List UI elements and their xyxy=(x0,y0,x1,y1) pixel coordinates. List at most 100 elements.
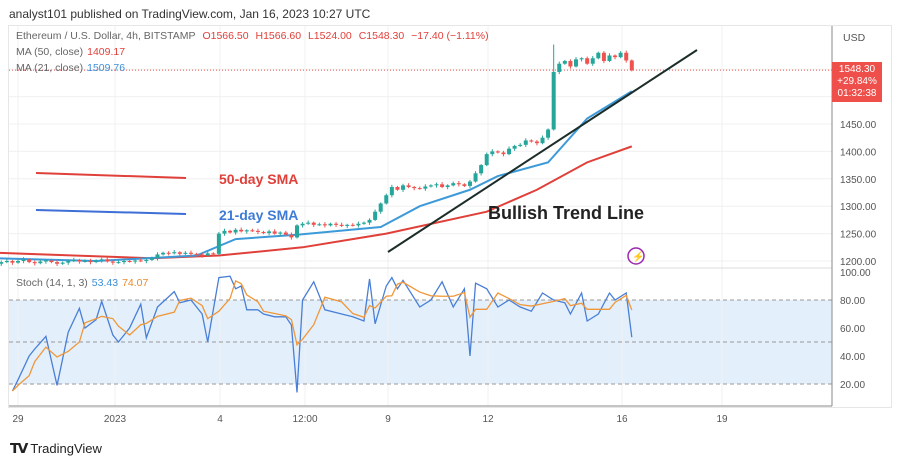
candle xyxy=(166,252,171,254)
bar-countdown: 01:32:38 xyxy=(837,88,877,99)
candle xyxy=(423,186,428,189)
candle xyxy=(32,262,37,264)
candle xyxy=(590,58,595,64)
candle xyxy=(334,223,339,225)
candle xyxy=(255,230,260,232)
candle xyxy=(529,140,534,142)
candle xyxy=(562,60,567,64)
candle xyxy=(133,260,138,262)
candle xyxy=(183,252,188,254)
candle xyxy=(228,230,233,233)
ma50-value: 1409.17 xyxy=(87,46,126,58)
candle xyxy=(149,258,154,260)
candle xyxy=(177,252,182,254)
candle xyxy=(389,187,394,196)
candle xyxy=(613,55,618,58)
candle xyxy=(211,253,216,255)
ma50-legend[interactable]: MA (50, close) 1409.17 xyxy=(16,46,129,58)
stoch-tick: 80.00 xyxy=(840,296,865,307)
candle xyxy=(467,181,472,186)
candle xyxy=(216,233,221,254)
candle xyxy=(60,262,65,264)
ma21-line xyxy=(0,90,633,263)
candle xyxy=(222,230,227,234)
time-tick: 12:00 xyxy=(292,414,317,425)
sma21-legend-line xyxy=(35,209,187,215)
candle xyxy=(540,137,545,144)
candle xyxy=(456,183,461,185)
tradingview-logo[interactable]: 𝗧𝗩 TradingView xyxy=(10,440,102,457)
high-value: H1566.60 xyxy=(255,30,302,42)
ma21-legend[interactable]: MA (21, close) 1509.76 xyxy=(16,62,129,74)
price-tick: 1200.00 xyxy=(840,257,877,268)
stoch-k-value: 53.43 xyxy=(91,277,119,289)
ma21-label: MA (21, close) xyxy=(16,62,84,74)
candle xyxy=(473,173,478,182)
sma50-annotation: 50-day SMA xyxy=(219,171,299,187)
chart-frame[interactable] xyxy=(8,25,892,408)
candle xyxy=(161,252,166,255)
candle xyxy=(512,145,517,149)
candle xyxy=(490,151,495,155)
candle xyxy=(428,185,433,187)
candle xyxy=(328,223,333,226)
candle xyxy=(518,144,523,146)
candle xyxy=(373,211,378,220)
time-tick: 19 xyxy=(716,414,728,425)
candle xyxy=(601,52,606,61)
candle xyxy=(66,261,71,263)
stoch-d-line xyxy=(11,279,633,392)
candle xyxy=(579,58,584,60)
candle xyxy=(596,52,601,59)
candle xyxy=(155,254,160,259)
candle xyxy=(99,259,104,261)
ma50-label: MA (50, close) xyxy=(16,46,84,58)
candle xyxy=(205,253,210,256)
candle xyxy=(144,259,149,261)
stoch-d-value: 74.07 xyxy=(122,277,149,289)
stoch-legend[interactable]: Stoch (14, 1, 3) 53.43 74.07 xyxy=(16,277,152,289)
candle xyxy=(401,185,406,190)
stoch-tick: 40.00 xyxy=(840,352,865,363)
candle xyxy=(568,60,573,67)
stoch-tick: 20.00 xyxy=(840,380,865,391)
price-tick: 1450.00 xyxy=(840,120,877,131)
bullish-trend-line xyxy=(387,49,698,253)
candle xyxy=(378,203,383,212)
last-price: 1548.30 xyxy=(838,64,876,75)
candle xyxy=(534,141,539,144)
candle xyxy=(250,230,255,232)
candle xyxy=(345,224,350,226)
candle xyxy=(484,154,489,166)
candle xyxy=(239,229,244,232)
price-tick: 1250.00 xyxy=(840,230,877,241)
candle xyxy=(395,187,400,190)
candle xyxy=(451,183,456,186)
candle xyxy=(434,184,439,186)
candle xyxy=(384,195,389,204)
candle xyxy=(507,148,512,155)
candle xyxy=(445,185,450,188)
candle xyxy=(43,260,48,262)
candle xyxy=(88,261,93,263)
candle xyxy=(440,184,445,188)
candle xyxy=(356,223,361,226)
candle xyxy=(361,222,366,224)
candle xyxy=(300,223,305,226)
candle xyxy=(16,261,20,263)
time-tick: 16 xyxy=(616,414,628,425)
brand-name: TradingView xyxy=(30,441,102,456)
tv-logo-icon: 𝗧𝗩 xyxy=(10,440,28,456)
candle xyxy=(624,52,629,61)
candle xyxy=(82,261,87,262)
candle xyxy=(546,129,551,138)
time-tick: 12 xyxy=(482,414,494,425)
candle xyxy=(557,63,562,72)
price-tick: 1400.00 xyxy=(840,147,877,158)
change-value: −17.40 (−1.11%) xyxy=(411,30,489,42)
candle xyxy=(105,259,110,262)
candle xyxy=(21,259,26,261)
trend-line-annotation: Bullish Trend Line xyxy=(488,203,645,223)
low-value: L1524.00 xyxy=(307,30,352,42)
